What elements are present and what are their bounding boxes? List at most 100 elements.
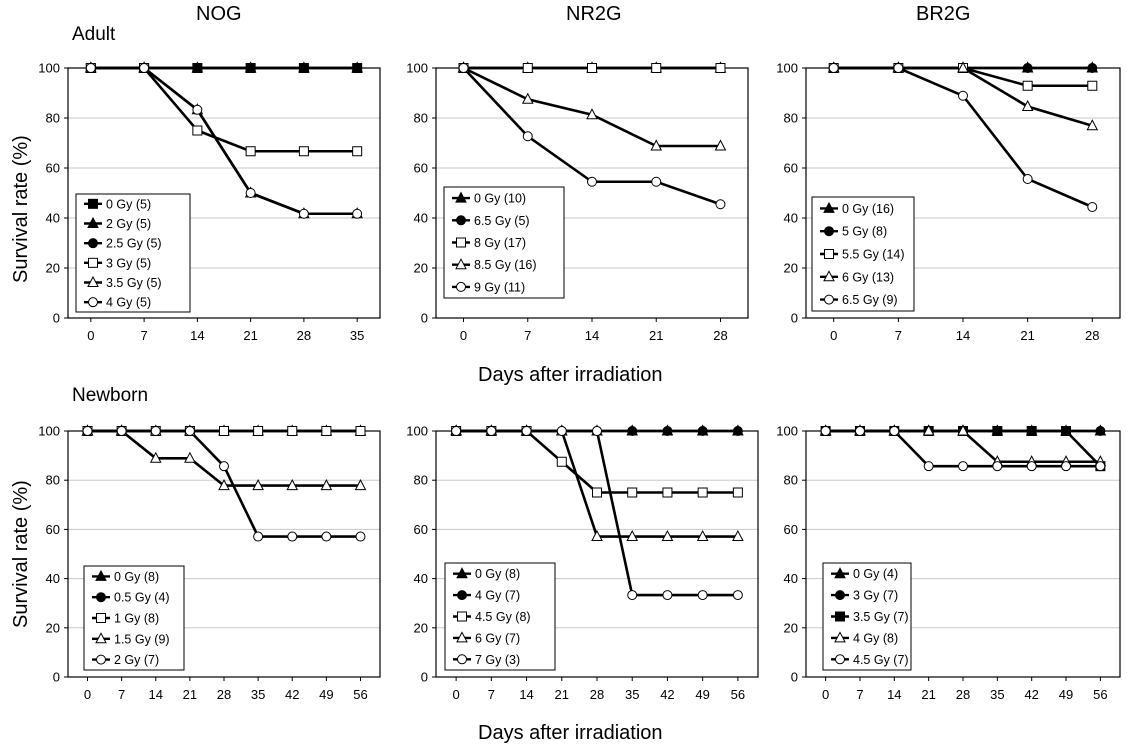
data-point bbox=[321, 531, 332, 542]
data-point bbox=[1087, 80, 1098, 91]
y-tick-label: 60 bbox=[46, 161, 60, 176]
y-tick-label: 60 bbox=[784, 522, 798, 537]
data-point bbox=[1087, 63, 1098, 73]
legend-entry: 2.5 Gy (5) bbox=[106, 237, 162, 251]
data-point bbox=[521, 92, 534, 104]
y-tick-label: 40 bbox=[784, 211, 798, 226]
data-point bbox=[1022, 80, 1033, 91]
series-line-5 bbox=[90, 66, 358, 216]
legend-entry: 3 Gy (7) bbox=[853, 589, 898, 603]
data-point bbox=[219, 461, 229, 472]
data-point bbox=[662, 590, 673, 601]
x-tick-label: 14 bbox=[519, 687, 533, 702]
legend-marker bbox=[823, 270, 835, 282]
y-tick-label: 20 bbox=[414, 620, 428, 635]
x-tick-label: 49 bbox=[1059, 687, 1073, 702]
data-point bbox=[556, 426, 567, 436]
x-tick-label: 49 bbox=[319, 687, 333, 702]
data-point bbox=[992, 461, 1003, 472]
series-line-3 bbox=[456, 429, 738, 538]
x-tick-label: 21 bbox=[243, 328, 257, 343]
column-header-nr2g: NR2G bbox=[566, 3, 622, 25]
data-point bbox=[1061, 426, 1072, 436]
data-point bbox=[286, 479, 299, 491]
series-markers-4 bbox=[82, 426, 366, 542]
row-label-adult: Adult bbox=[72, 24, 116, 45]
y-tick-label: 60 bbox=[414, 161, 428, 176]
data-point bbox=[116, 426, 127, 436]
legend-box bbox=[75, 193, 191, 313]
panel-nr2g-adult: 0 20 40 60 80 100 0 7 14 21 28 0 Gy (10) 6.5 Gy (5) 8… bbox=[406, 61, 749, 343]
legend-marker bbox=[457, 654, 467, 665]
x-tick-label: 56 bbox=[1093, 687, 1107, 702]
legend-marker bbox=[824, 249, 834, 259]
legend-entry: 0 Gy (16) bbox=[842, 202, 894, 216]
legend-entry: 5 Gy (8) bbox=[842, 225, 887, 239]
legend-entry: 6 Gy (7) bbox=[475, 631, 520, 645]
legend: 0 Gy (5) 2 Gy (5) 2.5 Gy (5) 3 Gy (5) 3.5 Gy… bbox=[75, 193, 191, 313]
data-point bbox=[451, 426, 462, 436]
x-tick-label: 14 bbox=[190, 328, 204, 343]
data-point bbox=[586, 108, 598, 120]
x-tick-label: 42 bbox=[660, 687, 674, 702]
column-header-br2g: BR2G bbox=[916, 3, 971, 25]
legend-marker bbox=[456, 631, 468, 643]
legend-entry: 1 Gy (8) bbox=[114, 612, 159, 626]
data-point bbox=[1026, 461, 1037, 472]
x-tick-label: 28 bbox=[1085, 328, 1099, 343]
data-point bbox=[287, 531, 298, 542]
legend-entry: 9 Gy (11) bbox=[474, 280, 525, 294]
column-header-nog: NOG bbox=[196, 3, 242, 25]
legend-entry: 0 Gy (8) bbox=[475, 567, 520, 581]
data-point bbox=[85, 63, 96, 73]
y-tick-label: 80 bbox=[784, 111, 798, 126]
panel-nog-newborn: 0 20 40 60 80 100 0 7 14 21 28 35 42 49 56 0 Gy (8) 0.5 … bbox=[38, 424, 381, 702]
y-tick-label: 100 bbox=[38, 61, 60, 76]
y-tick-label: 40 bbox=[46, 211, 60, 226]
data-point bbox=[355, 426, 366, 436]
data-point bbox=[662, 426, 673, 436]
data-point bbox=[697, 590, 708, 601]
legend-marker bbox=[835, 654, 845, 665]
x-tick-label: 56 bbox=[731, 687, 745, 702]
legend-marker bbox=[87, 275, 99, 287]
x-tick-label: 7 bbox=[488, 687, 495, 702]
y-tick-label: 60 bbox=[784, 161, 798, 176]
legend-marker bbox=[835, 611, 845, 622]
x-tick-label: 35 bbox=[990, 687, 1004, 702]
x-tick-label: 28 bbox=[297, 328, 311, 343]
data-point bbox=[587, 63, 597, 73]
legend-marker bbox=[88, 238, 98, 249]
legend-marker bbox=[824, 226, 834, 237]
legend-marker bbox=[824, 294, 834, 305]
x-tick-label: 21 bbox=[183, 687, 197, 702]
y-tick-label: 0 bbox=[421, 311, 428, 326]
data-point bbox=[298, 146, 309, 157]
data-point bbox=[352, 63, 363, 73]
y-tick-label: 100 bbox=[776, 424, 798, 439]
legend-entry: 0 Gy (4) bbox=[853, 567, 898, 581]
legend-entry: 3.5 Gy (5) bbox=[106, 276, 162, 290]
x-tick-label: 7 bbox=[895, 328, 902, 343]
legend-entry: 8 Gy (17) bbox=[474, 236, 526, 250]
legend-entry: 4.5 Gy (7) bbox=[853, 653, 909, 667]
legend-marker bbox=[835, 590, 845, 601]
panel-br2g-newborn: 0 20 40 60 80 100 0 7 14 21 28 35 42 49 56 0 Gy (4) 3 Gy… bbox=[776, 424, 1121, 702]
data-point bbox=[253, 426, 264, 436]
data-point bbox=[253, 531, 264, 542]
data-point bbox=[626, 529, 639, 542]
series-line-3 bbox=[90, 66, 358, 153]
series-markers-4 bbox=[820, 426, 1106, 472]
x-tick-label: 21 bbox=[649, 328, 663, 343]
x-tick-label: 21 bbox=[1020, 328, 1034, 343]
data-point bbox=[957, 61, 969, 73]
x-tick-label: 7 bbox=[524, 328, 531, 343]
x-tick-label: 0 bbox=[460, 328, 467, 343]
x-tick-label: 28 bbox=[713, 328, 727, 343]
y-tick-label: 20 bbox=[414, 261, 428, 276]
data-point bbox=[697, 426, 708, 436]
x-tick-label: 49 bbox=[695, 687, 709, 702]
data-point bbox=[650, 139, 663, 151]
series-markers-4 bbox=[451, 426, 743, 601]
y-tick-label: 40 bbox=[784, 571, 798, 586]
